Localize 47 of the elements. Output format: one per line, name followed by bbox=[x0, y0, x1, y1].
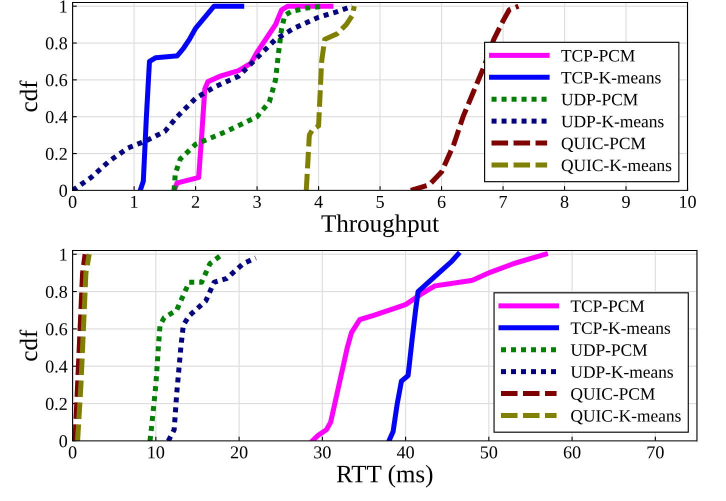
legend-label: QUIC-K-means bbox=[562, 160, 672, 174]
y-axis-title: cdf bbox=[19, 80, 38, 112]
y-tick-label: 1 bbox=[60, 0, 67, 12]
y-axis-title: cdf bbox=[19, 330, 38, 361]
x-tick-label: 10 bbox=[680, 196, 696, 208]
x-tick-label: 2 bbox=[192, 196, 200, 208]
legend-label: UDP-PCM bbox=[570, 344, 648, 356]
legend-label: TCP-PCM bbox=[561, 50, 635, 62]
legend-label: QUIC-K-means bbox=[571, 410, 681, 424]
x-tick-label: 6 bbox=[438, 196, 446, 208]
x-tick-label: 3 bbox=[253, 196, 261, 208]
y-tick-label: 0.8 bbox=[46, 37, 68, 50]
x-tick-label: 7 bbox=[500, 196, 508, 208]
legend-label: UDP-K-means bbox=[570, 366, 673, 378]
y-tick-label: 0 bbox=[59, 184, 68, 197]
y-tick-label: 0.4 bbox=[46, 110, 68, 124]
x-tick-label: 30 bbox=[314, 446, 331, 458]
x-tick-label: 4 bbox=[314, 196, 323, 208]
x-tick-label: 50 bbox=[480, 446, 498, 458]
x-tick-label: 8 bbox=[560, 196, 568, 208]
legend-label: QUIC-PCM bbox=[562, 138, 646, 152]
x-tick-label: 5 bbox=[376, 196, 384, 208]
x-tick-label: 0 bbox=[68, 446, 76, 458]
y-tick-label: 0.2 bbox=[46, 398, 67, 410]
legend-label: QUIC-PCM bbox=[571, 388, 655, 402]
y-tick-label: 0.8 bbox=[46, 286, 68, 298]
x-tick-label: 20 bbox=[230, 446, 248, 458]
x-tick-label: 60 bbox=[564, 446, 580, 458]
legend-label: UDP-PCM bbox=[561, 94, 638, 106]
x-axis-title: Throughput bbox=[321, 214, 439, 238]
legend-label: TCP-PCM bbox=[570, 300, 644, 312]
y-tick-label: 0.6 bbox=[46, 323, 68, 336]
legend-label: TCP-K-means bbox=[561, 72, 661, 84]
x-tick-label: 70 bbox=[648, 446, 664, 458]
y-tick-label: 0.2 bbox=[46, 148, 67, 160]
legend-label: UDP-K-means bbox=[561, 116, 664, 128]
x-tick-label: 40 bbox=[396, 446, 414, 458]
x-tick-label: 9 bbox=[622, 196, 630, 208]
y-tick-label: 0.4 bbox=[46, 360, 68, 373]
y-tick-label: 1 bbox=[60, 248, 67, 260]
y-tick-label: 0.6 bbox=[46, 74, 68, 86]
x-tick-label: 1 bbox=[131, 196, 138, 208]
legend-label: TCP-K-means bbox=[570, 322, 670, 334]
x-tick-label: 10 bbox=[148, 446, 164, 458]
y-tick-label: 0 bbox=[59, 435, 68, 448]
x-axis-title: RTT (ms) bbox=[336, 464, 432, 488]
x-tick-label: 0 bbox=[68, 196, 76, 208]
